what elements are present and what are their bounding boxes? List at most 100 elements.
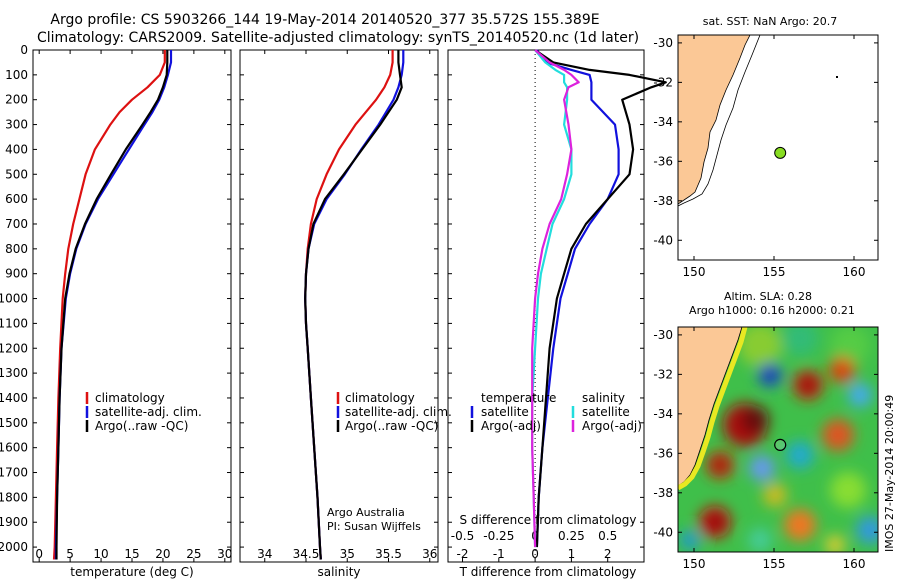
depth-tick-label: 1300 [0,366,28,380]
sal-legend-climatology: climatology [345,391,415,405]
x-tick-label: 1 [568,547,576,561]
depth-axis: 0 100 200 300 400 500 600 700 800 900 1000 1100 1200… [0,43,644,554]
depth-tick-label: 1900 [0,515,28,529]
diff-legend-t-argo: Argo(-adj) [481,419,541,433]
sla-blob [848,383,872,407]
sst-map-axes: 150 155 160 -30 -32 -34 -36 -38 -40 [653,35,878,279]
temp-legend-satellite: satellite-adj. clim. [95,405,202,419]
map-y-tick-label: -34 [653,115,673,129]
depth-tick-label: 700 [5,217,28,231]
sla-blob [782,327,818,356]
sla-blob [829,357,855,383]
map-y-tick-label: -40 [653,233,673,247]
x-tick-label: 0 [35,547,43,561]
difference-lines [531,49,667,548]
s-tick-label: 0.5 [598,529,617,543]
s-difference-label: S difference from climatology [460,513,637,527]
sst-map-land [678,35,751,205]
sla-map-title1: Altim. SLA: 0.28 [724,290,812,303]
depth-tick-label: 200 [5,93,28,107]
depth-tick-label: 1200 [0,341,28,355]
depth-tick-label: 1800 [0,490,28,504]
x-tick-label: -1 [493,547,505,561]
s-tick-label: 0.25 [558,529,585,543]
legend-head-temperature: temperature [481,391,556,405]
sla-blob [784,509,816,541]
map-x-tick-label: 150 [683,265,706,279]
series-line-1 [54,50,173,560]
figure-title-line1: Argo profile: CS 5903266_144 19-May-2014… [50,12,599,28]
sla-map-float-marker [774,438,787,451]
sla-map-title2: Argo h1000: 0.16 h2000: 0.21 [689,304,855,317]
difference-legend: temperature salinity satellite Argo(-adj… [470,391,642,433]
sst-map-frame [677,34,879,261]
map-x-tick-label: 155 [763,265,786,279]
sst-map-speck [836,76,838,78]
depth-tick-label: 300 [5,118,28,132]
depth-tick-label: 0 [20,43,28,57]
diff-legend-t-satellite: satellite [481,405,529,419]
temperature-lines [52,50,173,560]
series-line-0 [52,50,166,560]
depth-tick-label: 1700 [0,466,28,480]
t-difference-label: T difference from climatology [459,565,637,579]
sla-blob [741,406,769,434]
map-y-tick-label: -38 [653,194,673,208]
depth-tick-label: 600 [5,192,28,206]
x-tick-label: 15 [124,547,139,561]
depth-tick-label: 400 [5,142,28,156]
series-line-2 [531,49,573,548]
sla-blob [738,327,782,367]
depth-tick-label: 1000 [0,292,28,306]
map-y-tick-label: -38 [653,486,673,500]
x-tick-label: 34.5 [293,547,320,561]
sla-coast-yellow-band [678,327,748,491]
salinity-x-axis: 34 34.5 35 35.5 36 [257,50,437,562]
map-y-tick-label: -36 [653,446,673,460]
sla-blob [786,441,814,469]
map-y-tick-label: -32 [653,75,673,89]
x-tick-label: 36 [422,547,437,561]
sla-field [680,327,878,552]
series-line-1 [534,49,667,548]
map-x-tick-label: 150 [683,557,706,571]
map-y-tick-label: -40 [653,525,673,539]
map-y-tick-label: -30 [653,328,673,342]
diff-legend-s-argo: Argo(-adj) [582,419,642,433]
sst-map-float-marker [774,146,787,159]
sla-blob [707,513,725,531]
sla-blob [748,528,772,552]
sla-blob [800,377,816,393]
sal-legend-satellite: satellite-adj. clim. [345,405,452,419]
sal-legend-argo: Argo(..raw -QC) [345,419,438,433]
sst-map-coast-outline [678,35,761,207]
depth-tick-label: 1500 [0,416,28,430]
s-tick-label: -0.25 [483,529,514,543]
series-line-2 [304,50,403,560]
x-tick-label: 20 [155,547,170,561]
map-y-tick-label: -34 [653,407,673,421]
x-tick-label: 2 [604,547,612,561]
sla-blob [712,457,728,473]
map-y-tick-label: -30 [653,36,673,50]
legend-head-salinity: salinity [582,391,625,405]
sla-blob [822,419,854,451]
salinity-legend: climatology satellite-adj. clim. Argo(..… [336,391,452,433]
depth-tick-label: 800 [5,242,28,256]
x-tick-label: 30 [217,547,232,561]
series-line-0 [535,49,620,548]
temperature-x-axis: 0 5 10 15 20 25 30 [35,50,232,562]
salinity-panel-frame [239,49,439,563]
salinity-lines [304,50,405,560]
series-line-3 [531,49,580,548]
figure-title-line2: Climatology: CARS2009. Satellite-adjuste… [37,30,639,46]
depth-tick-label: 500 [5,167,28,181]
depth-tick-label: 900 [5,267,28,281]
sla-blob [830,472,866,508]
depth-tick-label: 1400 [0,391,28,405]
x-tick-label: 5 [66,547,74,561]
depth-tick-label: 2000 [0,540,28,554]
pi-note: PI: Susan Wijffels [327,520,421,533]
sla-blob [763,483,787,507]
